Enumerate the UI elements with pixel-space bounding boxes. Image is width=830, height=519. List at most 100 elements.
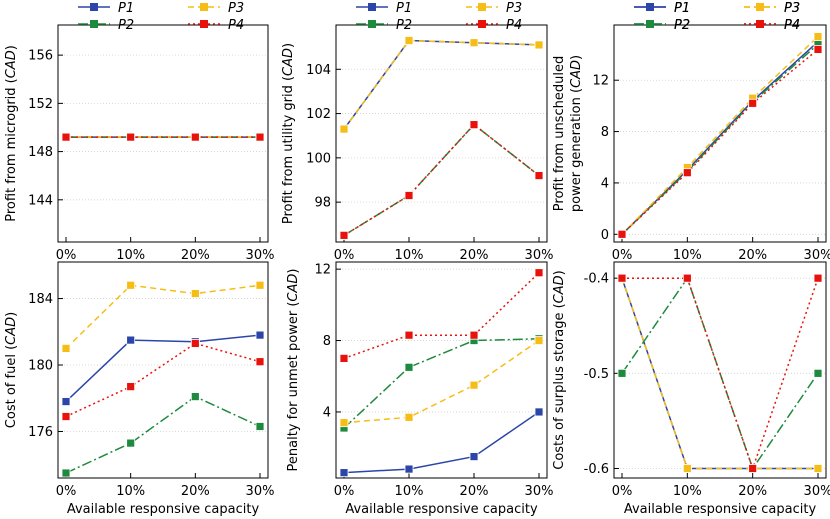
x-tick-label: 30% [525,248,554,263]
legend-label-p3: P3 [228,1,244,16]
legend-marker-p3 [756,3,764,11]
x-tick-label: 0% [56,248,77,263]
legend-label-p2: P2 [674,18,690,33]
legend-label-p4: P4 [784,18,800,33]
legend-marker-p1 [90,3,98,11]
y-axis-label-part: ) [4,45,19,50]
y-tick-label: 4 [323,405,331,420]
y-tick-label: 156 [28,49,53,64]
x-tick-label: 0% [334,248,355,263]
y-axis-label-part: ) [552,270,567,275]
axes-frame [613,261,827,479]
y-axis-label-part: CAD [4,50,19,78]
data-point-p2 [617,368,627,378]
y-tick-label: 102 [306,107,331,122]
data-point-p2 [190,392,200,401]
data-point-p3 [404,36,414,45]
series-line-p2 [343,123,540,237]
y-axis-label: Profit from utility grid (CAD) [281,43,296,224]
y-tick-label: 176 [28,425,53,440]
x-tick-label: 30% [525,484,554,499]
data-point-p4 [404,191,414,200]
data-point-p3 [339,124,349,134]
legend-label-p1: P1 [674,1,690,16]
legend-marker-p1 [368,3,376,11]
x-tick-label: 10% [395,248,424,263]
legend-label-p1: P1 [674,1,690,16]
data-point-p3 [469,38,479,48]
legend-marker-p4 [200,20,208,28]
y-tick-label: 148 [28,145,53,160]
chart-panel-top-right: 0 4 8 12 0% 10% 20% 30% Profit from unscheduled p… [552,1,830,263]
y-tick-label: 98 [314,196,331,211]
series-line-p4 [65,342,261,418]
data-point-p4 [682,273,692,283]
data-point-p4 [339,230,349,240]
data-point-p1 [255,330,265,340]
y-axis-label: power generation (CAD) [569,55,584,212]
y-tick-label: 8 [323,334,331,349]
x-tick-label: 0% [334,484,355,499]
data-point-p3 [469,380,479,390]
y-axis-label-part: Penalty for unmet power ( [286,302,301,472]
y-axis-label-part: ) [569,55,584,60]
data-point-p1 [469,452,479,461]
x-tick-label: 0% [612,248,633,263]
data-point-p4 [682,168,692,178]
data-point-p2 [126,438,136,448]
legend-label-p2: P2 [396,18,412,33]
x-tick-label: 20% [738,248,767,263]
y-tick-label: -0.5 [584,367,609,382]
legend-marker-p4 [756,20,764,28]
data-point-p4 [534,171,544,180]
data-point-p4 [61,412,71,421]
series-line-p1 [343,411,540,474]
series-line-p4 [622,277,819,471]
y-axis-label-part: ) [281,43,296,48]
y-tick-label: 12 [314,263,331,278]
y-axis-label-part: CAD [4,317,19,345]
x-tick-label: 30% [804,484,830,499]
legend-marker-p2 [368,20,376,28]
x-axis-label: Available responsive capacity [345,502,538,517]
y-tick-label: 8 [601,125,609,140]
y-axis-label-part: Costs of surplus storage ( [552,303,567,469]
series-line-p2 [343,338,540,429]
y-axis-label-part: Cost of fuel ( [4,345,19,428]
data-point-p4 [813,273,823,283]
data-point-p2 [404,362,414,372]
series-line-p3 [343,339,540,424]
data-point-p4 [190,132,200,142]
x-tick-label: 20% [181,484,210,499]
y-axis-label: Costs of surplus storage (CAD) [552,270,567,470]
data-point-p3 [813,32,823,41]
legend-marker-p4 [478,20,486,28]
y-tick-label: 12 [592,74,609,89]
y-axis-label-part: CAD [552,275,567,303]
data-point-p4 [748,464,758,473]
data-point-p4 [469,120,479,130]
legend-marker-p1 [646,3,654,11]
data-point-p3 [61,343,71,353]
data-point-p3 [404,412,414,422]
data-point-p1 [61,397,71,406]
chart-panel-bottom-left: 176 180 184 0% 10% 20% 30% Cost of fuel (CAD) Av… [4,261,274,517]
y-tick-label: 4 [601,176,609,191]
x-tick-label: 0% [56,484,77,499]
data-point-p4 [126,382,136,392]
x-tick-label: 30% [804,248,830,263]
x-tick-label: 0% [612,484,633,499]
data-point-p3 [126,280,136,290]
data-point-p4 [126,132,136,142]
y-axis-label: Penalty for unmet power (CAD) [286,269,301,472]
data-point-p3 [534,336,544,345]
y-tick-label: 152 [28,97,53,112]
axes-frame [613,24,827,243]
y-axis-label-part: CAD [286,274,301,302]
data-point-p3 [682,464,692,473]
legend-label-p2: P2 [118,18,134,33]
series-line-p3 [343,39,540,130]
legend-label-p3: P3 [784,1,800,16]
legend-marker-p2 [90,20,98,28]
